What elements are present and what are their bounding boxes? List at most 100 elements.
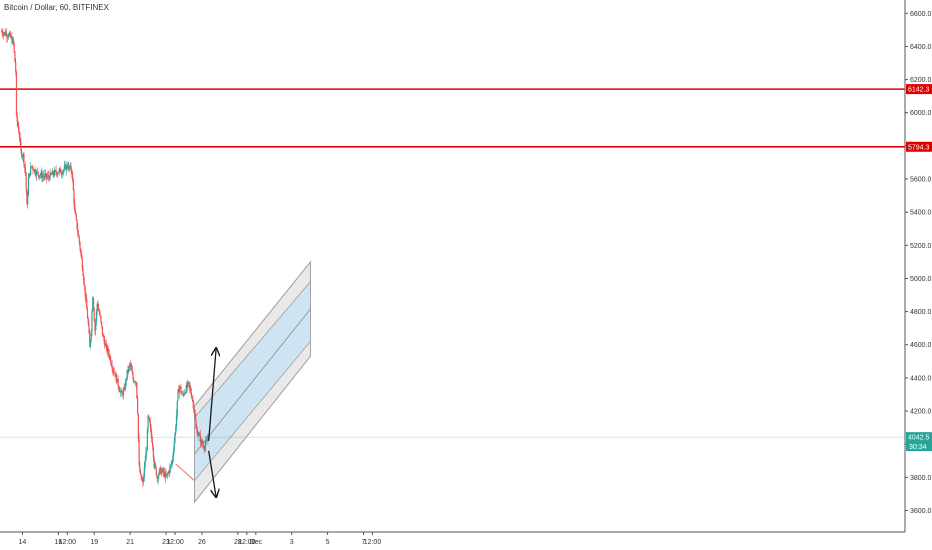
candle [181, 393, 184, 395]
candle [161, 469, 163, 471]
candle [8, 33, 10, 37]
candle [35, 173, 37, 176]
time-tick-label: 12:00 [364, 539, 382, 546]
time-tick-label: 21 [126, 539, 134, 546]
time-tick-label: 19 [90, 539, 98, 546]
candle [117, 378, 119, 387]
candle [92, 297, 95, 309]
price-tick-label: 6600.0 [910, 11, 932, 18]
candle [28, 173, 30, 178]
candle [62, 169, 65, 172]
candle [75, 214, 77, 220]
candle [205, 440, 208, 442]
candle [187, 381, 190, 383]
candle [22, 154, 24, 157]
candle [18, 132, 21, 138]
time-tick-label: 12:00 [166, 539, 184, 546]
candle [190, 392, 193, 398]
candle [50, 172, 52, 175]
level-price-badge [906, 84, 932, 95]
candle [157, 477, 159, 479]
candle [99, 314, 101, 317]
candle [201, 439, 203, 445]
candle [45, 173, 47, 178]
candle [163, 471, 166, 478]
candle [182, 394, 184, 395]
candle [3, 32, 6, 34]
candle [92, 297, 94, 312]
price-tick-label: 4800.0 [910, 309, 932, 316]
candle [106, 344, 108, 352]
level-price-label: 6142.3 [908, 87, 930, 94]
price-tick-label: 6400.0 [910, 44, 932, 51]
candle [94, 320, 96, 331]
candle [154, 463, 156, 467]
candle [148, 418, 151, 423]
candle [134, 382, 136, 383]
candle [153, 457, 155, 467]
candle [98, 311, 101, 315]
candle [79, 242, 81, 250]
time-tick-label: 28 [234, 539, 242, 546]
candle [74, 210, 77, 215]
candle [119, 389, 121, 393]
candle [119, 391, 122, 393]
candle [0, 31, 3, 33]
candle [110, 363, 113, 367]
time-tick-label: 12:00 [238, 539, 256, 546]
candle [4, 32, 6, 36]
candle [204, 445, 206, 449]
candle [139, 465, 141, 473]
candle [190, 388, 192, 393]
candle [137, 398, 139, 414]
level-price-badge [906, 141, 932, 152]
plot-area[interactable] [0, 27, 905, 504]
candle [151, 441, 154, 447]
candle [39, 175, 41, 177]
candle [143, 477, 145, 483]
candle [149, 422, 151, 427]
candle [110, 356, 112, 364]
candle [187, 382, 189, 388]
candle [125, 379, 128, 381]
candle [168, 471, 170, 474]
candle [123, 388, 125, 391]
price-tick-label: 4600.0 [910, 342, 932, 349]
candle [41, 172, 43, 179]
candle [142, 480, 144, 483]
candle [144, 461, 146, 467]
candle [192, 399, 194, 403]
candle [14, 51, 16, 63]
time-tick-label: 23 [162, 539, 170, 546]
candle [175, 426, 177, 434]
candle [10, 37, 12, 38]
candle [202, 444, 204, 446]
candle [101, 321, 103, 327]
candle [78, 236, 80, 243]
candle [23, 154, 25, 165]
candle [118, 386, 120, 390]
candle [12, 39, 14, 44]
candle [53, 174, 55, 176]
time-tick-label: 5 [326, 539, 330, 546]
candle [39, 175, 41, 177]
candle [81, 258, 83, 269]
candle [42, 175, 44, 177]
candle [164, 473, 166, 478]
candle [125, 380, 127, 389]
candle [143, 466, 145, 478]
price-tick-label: 5600.0 [910, 176, 932, 183]
candle [172, 456, 174, 462]
candle [6, 36, 9, 38]
candle [122, 390, 125, 396]
price-axis[interactable]: 3600.03800.04000.04200.04400.04600.04800… [904, 0, 932, 532]
candle [47, 175, 49, 177]
candle [88, 323, 90, 334]
time-tick-label: Dec [250, 539, 263, 546]
candle [38, 174, 40, 177]
candle [68, 165, 70, 169]
channel-median-line [194, 308, 311, 455]
candle [12, 39, 15, 43]
